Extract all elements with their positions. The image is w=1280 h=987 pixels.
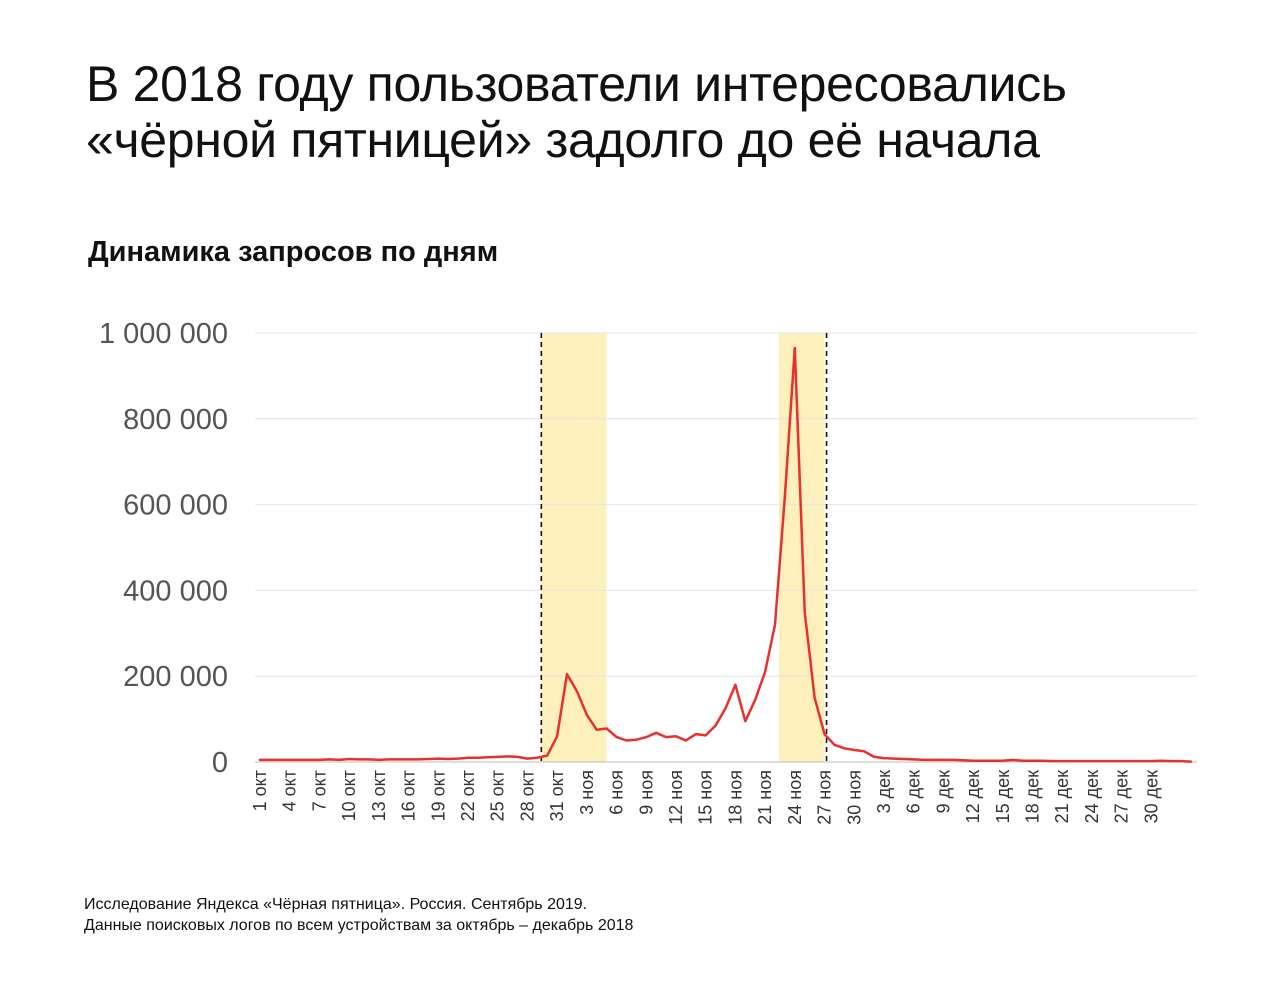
x-tick-label: 9 ноя	[636, 770, 656, 815]
footer-source: Исследование Яндекса «Чёрная пятница». Р…	[84, 896, 588, 913]
x-tick-label: 10 окт	[339, 770, 359, 821]
x-tick-label: 12 ноя	[666, 770, 686, 825]
x-tick-label: 9 дек	[933, 770, 953, 814]
x-tick-label: 27 дек	[1112, 770, 1132, 824]
series-layer	[258, 346, 1193, 763]
x-tick-label: 19 окт	[428, 770, 448, 821]
x-tick-label: 30 ноя	[844, 770, 864, 825]
x-tick-label: 3 ноя	[577, 770, 597, 815]
x-tick-label: 7 окт	[309, 770, 329, 811]
x-tick-label: 4 окт	[280, 770, 300, 811]
x-tick-label: 15 дек	[993, 770, 1013, 824]
x-tick-label: 21 ноя	[755, 770, 775, 825]
x-tick-label: 22 окт	[458, 770, 478, 821]
y-tick-label: 600 000	[123, 490, 228, 522]
y-tick-label: 0	[212, 747, 228, 779]
x-tick-label: 1 окт	[250, 770, 270, 811]
x-tick-label: 6 ноя	[607, 770, 627, 815]
x-tick-label: 16 окт	[399, 770, 419, 821]
x-tick-label: 13 окт	[369, 770, 389, 821]
x-tick-label: 15 ноя	[696, 770, 716, 825]
line-chart: 0 200 000 400 000 600 000 800 000 1 000 000 1…	[99, 318, 1197, 825]
x-tick-label: 18 дек	[1023, 770, 1043, 824]
x-tick-label: 25 окт	[488, 770, 508, 821]
chart-title: В 2018 году пользователи интересовались …	[86, 56, 1067, 168]
chart-title-line-1: В 2018 году пользователи интересовались	[86, 56, 1067, 112]
x-tick-label: 31 окт	[547, 770, 567, 821]
chart-title-line-2: «чёрной пятницей» задолго до её начала	[86, 112, 1040, 168]
y-tick-label: 1 000 000	[99, 318, 228, 350]
y-tick-label: 200 000	[123, 661, 228, 693]
x-tick-label: 24 ноя	[785, 770, 805, 825]
x-tick-label: 30 дек	[1141, 770, 1161, 824]
x-tick-label: 6 дек	[904, 770, 924, 814]
x-tick-label: 12 дек	[963, 770, 983, 824]
grid-lines	[255, 332, 1197, 763]
x-tick-label: 24 дек	[1082, 770, 1102, 824]
y-axis-ticks: 0 200 000 400 000 600 000 800 000 1 000 000	[99, 318, 228, 779]
footer-note: Данные поисковых логов по всем устройств…	[84, 917, 634, 934]
x-axis-ticks: 1 окт 4 окт 7 окт 10 окт 13 окт 16 окт 19 окт 2…	[250, 770, 1161, 825]
chart-footer: Исследование Яндекса «Чёрная пятница». Р…	[84, 894, 633, 936]
x-tick-label: 3 дек	[874, 770, 894, 814]
series-line	[258, 346, 1193, 763]
x-tick-label: 21 дек	[1052, 770, 1072, 824]
chart-subtitle: Динамика запросов по дням	[88, 236, 499, 268]
y-tick-label: 800 000	[123, 404, 228, 436]
x-tick-label: 18 ноя	[725, 770, 745, 825]
y-tick-label: 400 000	[123, 575, 228, 607]
highlight-band-1	[541, 333, 607, 762]
x-tick-label: 28 окт	[517, 770, 537, 821]
x-tick-label: 27 ноя	[815, 770, 835, 825]
